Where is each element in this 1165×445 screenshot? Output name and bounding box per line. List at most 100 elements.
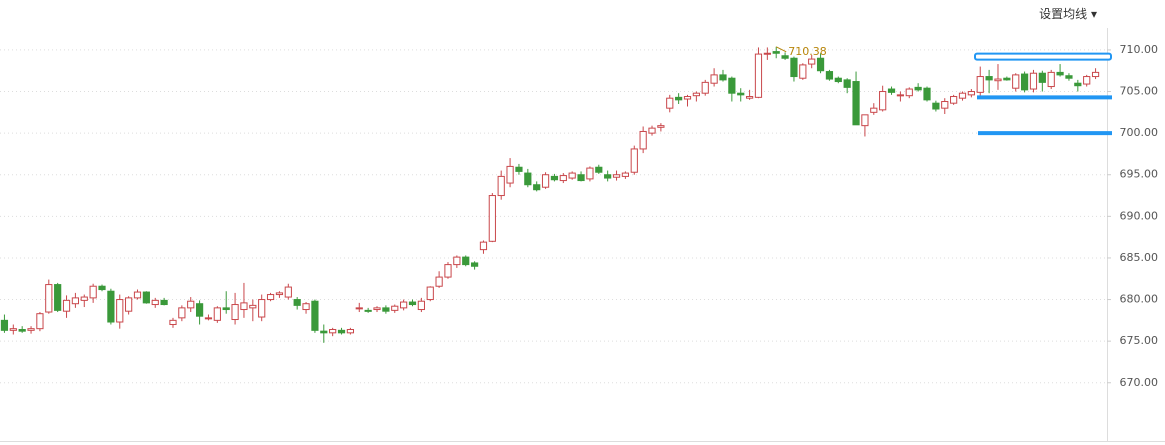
candle-body [391, 305, 399, 311]
candle-body [914, 86, 922, 91]
candle-body [657, 125, 665, 128]
candle-body [89, 285, 97, 299]
candle-body [275, 292, 284, 296]
candle-body [1065, 75, 1073, 79]
candle-body [701, 81, 709, 94]
candle-body [488, 195, 496, 242]
candle-body [142, 291, 150, 304]
candle-body [568, 172, 576, 179]
candle-body [550, 175, 559, 181]
candle-body [595, 166, 603, 173]
candle-body [470, 262, 479, 267]
candle-body [408, 301, 417, 306]
candle-body [213, 307, 221, 321]
candle-body [453, 256, 461, 266]
y-tick-label: 695.00 [1120, 168, 1159, 181]
candle-body [950, 96, 958, 104]
candle-body [1047, 71, 1055, 88]
candle-body [400, 301, 408, 309]
candle-body [444, 264, 452, 278]
candle-body [1038, 72, 1046, 83]
candle-body [54, 284, 62, 311]
candle-body [621, 172, 630, 177]
candle-body [861, 114, 869, 127]
candle-body [1012, 74, 1020, 89]
candle-body [896, 94, 905, 97]
candle-body [9, 328, 17, 331]
candle-body [346, 329, 355, 334]
candle-body [187, 300, 195, 309]
candle-body [710, 74, 718, 84]
candle-body [240, 302, 248, 311]
candle-body [612, 174, 621, 178]
max-label: 710.38 [788, 45, 827, 58]
candle-body [985, 76, 993, 81]
candle-body [0, 319, 9, 331]
candle-body [816, 57, 825, 72]
candle-body [98, 285, 106, 291]
candle-body [107, 290, 115, 323]
candle-body [506, 165, 514, 184]
candle-body [116, 299, 124, 323]
candle-body [905, 88, 913, 97]
candle-body [71, 297, 80, 305]
candle-body [719, 74, 727, 81]
candle-body [178, 307, 186, 319]
candle-body [204, 317, 213, 320]
candle-body [825, 71, 834, 80]
candle-body [976, 76, 984, 93]
candle-body [125, 297, 133, 312]
candle-body [923, 87, 931, 101]
candle-body [870, 107, 878, 113]
candle-body [745, 96, 754, 99]
y-tick-label: 675.00 [1120, 334, 1159, 347]
candle-body [426, 286, 434, 301]
candle-body [692, 92, 700, 97]
candle-body [18, 329, 26, 332]
y-tick-label: 710.00 [1120, 43, 1159, 56]
candle-body [515, 166, 523, 172]
candle-body [772, 51, 780, 54]
candle-body [754, 53, 763, 98]
candle-body [1091, 71, 1100, 78]
candle-body [364, 309, 372, 312]
candle-body [737, 92, 745, 96]
candle-body [479, 241, 488, 251]
candle-body [1029, 72, 1038, 90]
candle-body [160, 299, 168, 306]
candle-body [577, 174, 585, 182]
candle-body [541, 174, 550, 188]
ma-settings-button[interactable]: 设置均线 ▾ [1039, 7, 1097, 21]
candle-body [604, 174, 612, 179]
candle-body [799, 64, 807, 79]
candle-body [62, 299, 71, 312]
candle-body [266, 294, 275, 301]
y-tick-label: 685.00 [1120, 251, 1159, 264]
candle-body [630, 148, 638, 173]
candle-body [329, 329, 337, 334]
candle-body [45, 284, 53, 313]
candle-body [320, 330, 328, 334]
candle-body [559, 175, 567, 182]
candle-body [355, 307, 363, 310]
candle-body [639, 130, 647, 150]
candle-body [382, 307, 390, 312]
candle-body [852, 81, 860, 126]
candle-body [790, 57, 798, 78]
candle-body [958, 92, 967, 99]
candle-body [293, 299, 301, 306]
candle-body [728, 77, 736, 94]
candle-body [524, 172, 532, 186]
candle-body [151, 299, 159, 306]
candle-body [763, 52, 771, 55]
candle-body [1003, 77, 1011, 81]
candle-body [533, 184, 541, 191]
candle-body [834, 77, 842, 83]
candle-body [932, 102, 940, 110]
candle-body [648, 127, 656, 134]
y-tick-label: 670.00 [1120, 376, 1159, 389]
candle-body [683, 96, 692, 100]
candle-body [994, 78, 1002, 82]
price-line-selected [974, 52, 1112, 61]
